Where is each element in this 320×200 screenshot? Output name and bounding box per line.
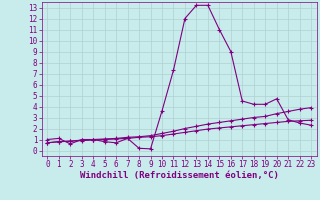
X-axis label: Windchill (Refroidissement éolien,°C): Windchill (Refroidissement éolien,°C) — [80, 171, 279, 180]
